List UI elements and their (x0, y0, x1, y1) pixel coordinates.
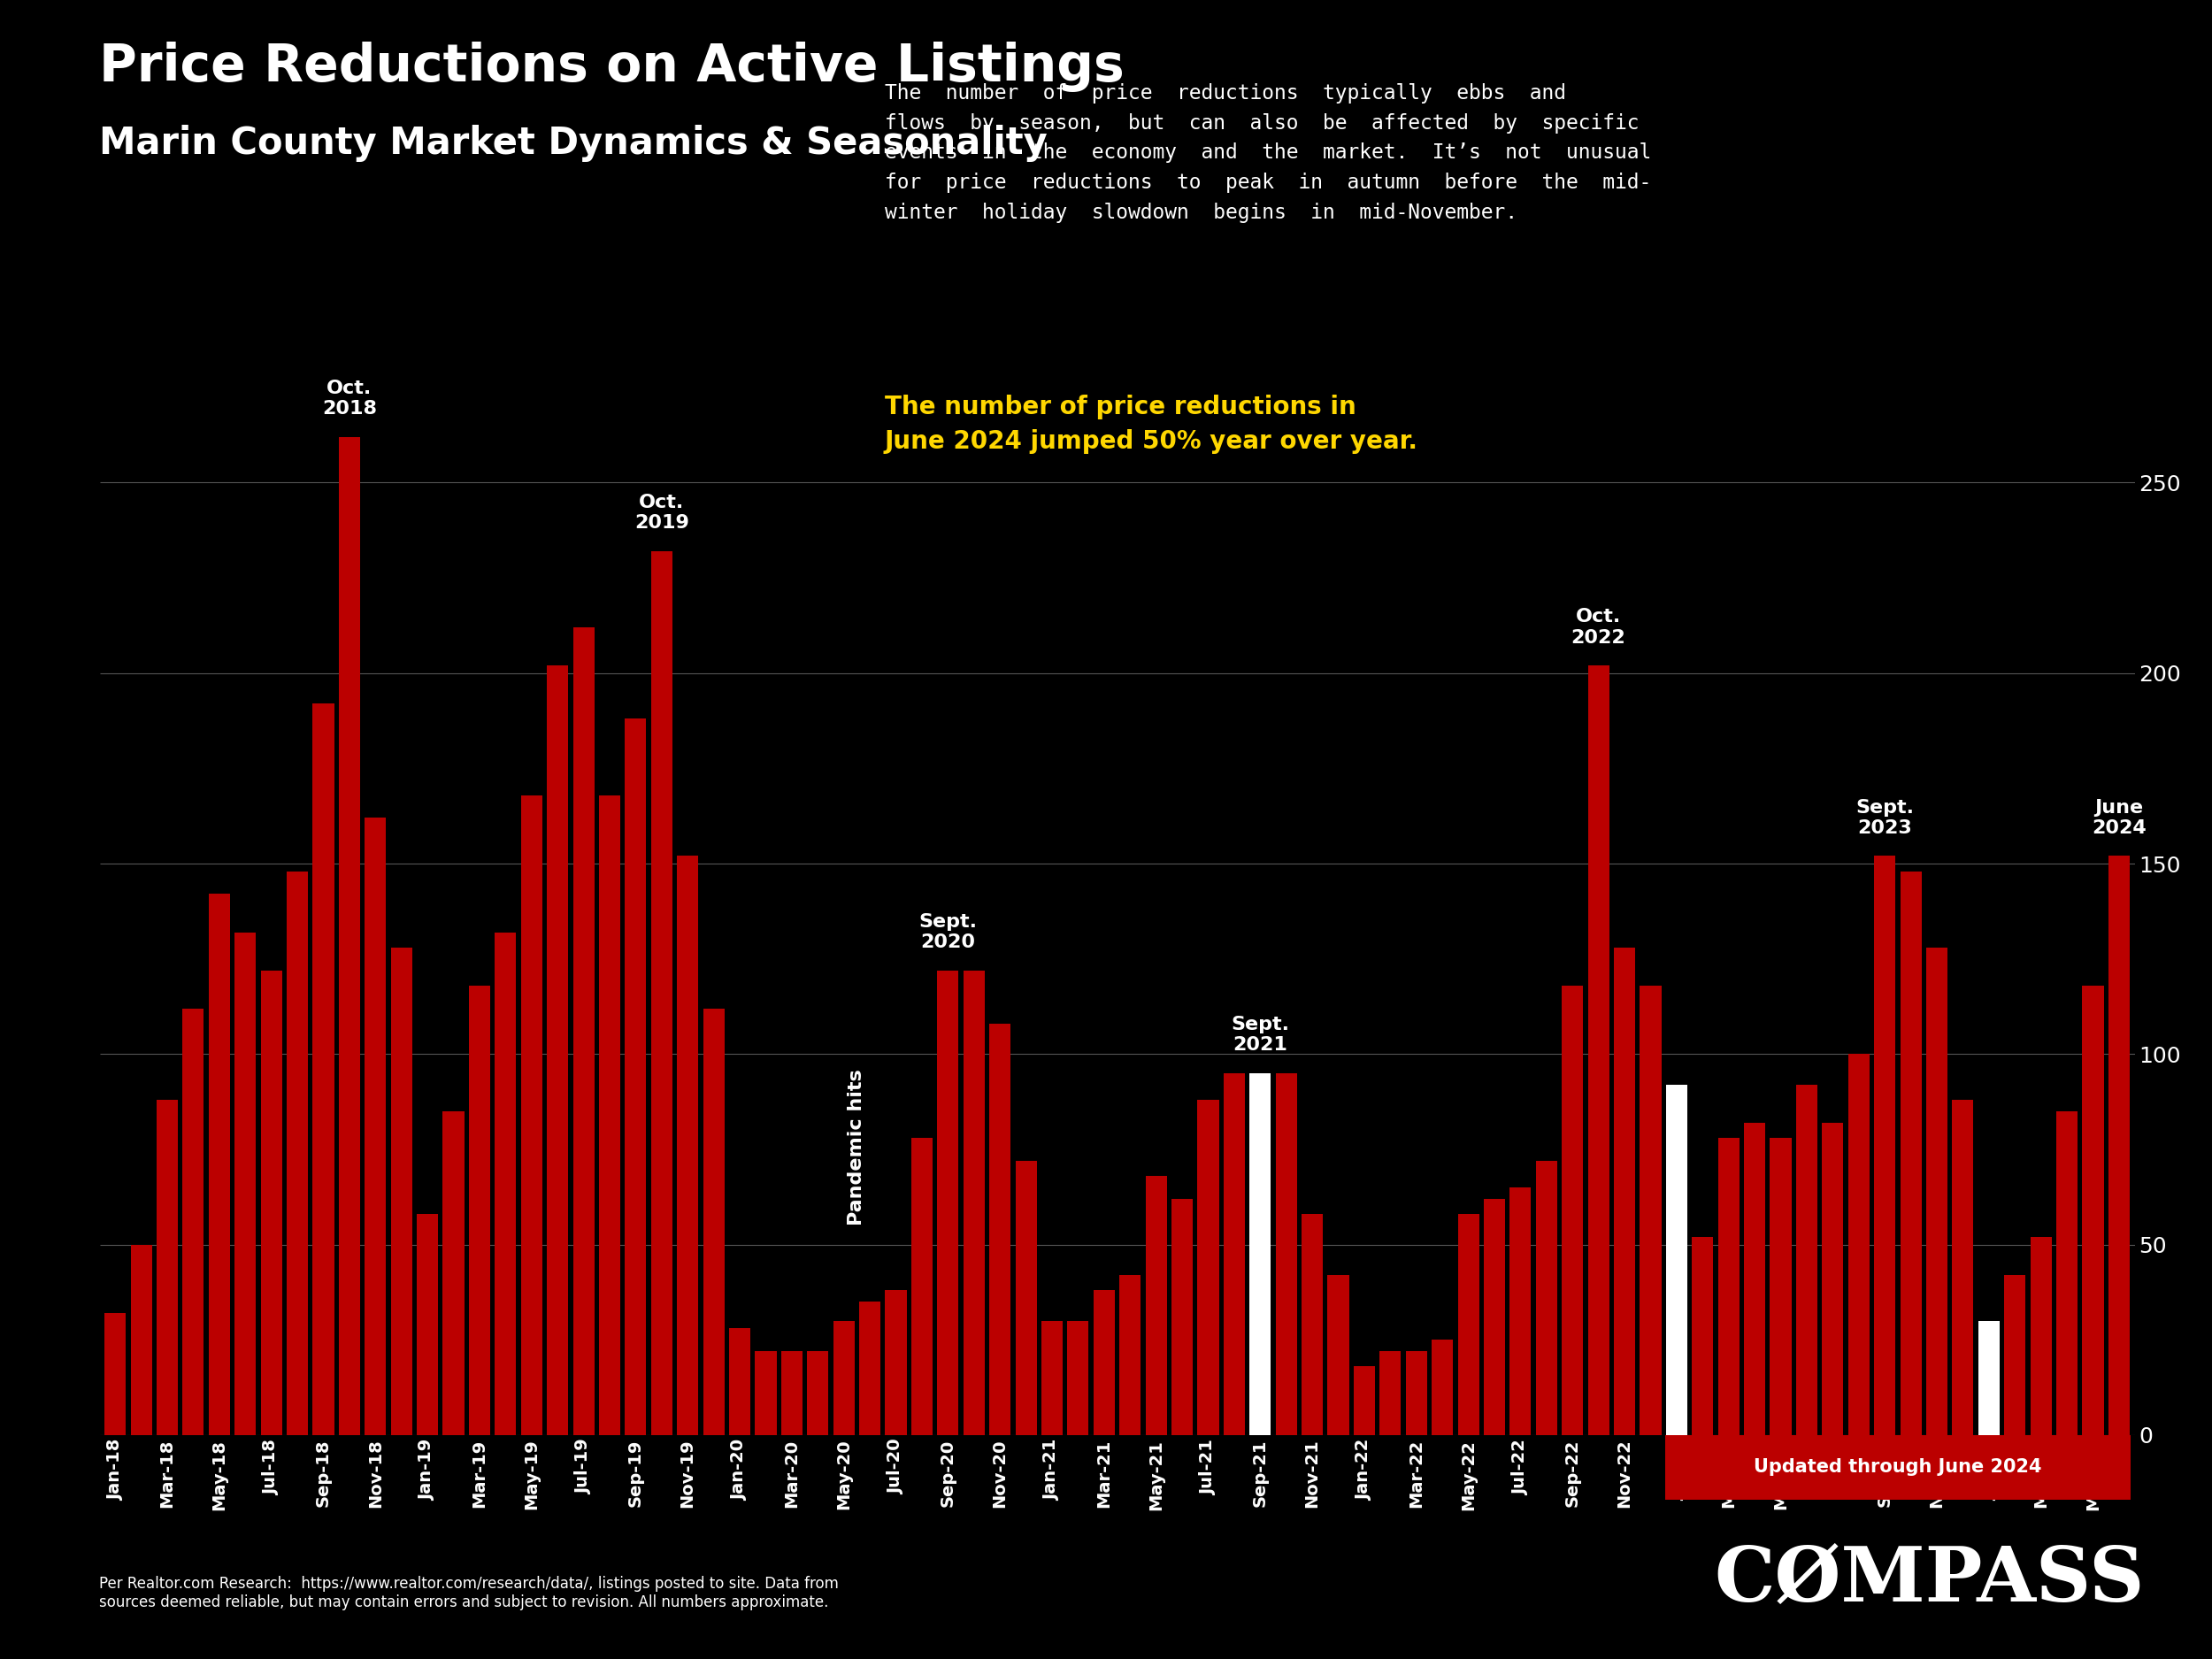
Bar (573, 627, 595, 1435)
Bar (1223, 1073, 1245, 1435)
Bar (938, 971, 958, 1435)
Bar (626, 718, 646, 1435)
Bar (754, 1350, 776, 1435)
Bar (416, 1214, 438, 1435)
Bar (1666, 1085, 1688, 1435)
Text: Sept.
2021: Sept. 2021 (1232, 1015, 1290, 1053)
Bar (131, 1244, 153, 1435)
Bar (1770, 1138, 1792, 1435)
Bar (962, 971, 984, 1435)
Bar (1847, 1053, 1869, 1435)
Bar (858, 1302, 880, 1435)
Bar (703, 1009, 723, 1435)
Bar (469, 985, 491, 1435)
Bar (1978, 1321, 2000, 1435)
Bar (261, 971, 281, 1435)
Bar (781, 1350, 803, 1435)
Bar (1327, 1276, 1349, 1435)
Bar (157, 1100, 177, 1435)
Text: Per Realtor.com Research:  https://www.realtor.com/research/data/, listings post: Per Realtor.com Research: https://www.re… (100, 1576, 838, 1611)
Text: Sept.
2020: Sept. 2020 (918, 912, 978, 951)
Bar (1093, 1291, 1115, 1435)
Bar (546, 665, 568, 1435)
Bar (1068, 1321, 1088, 1435)
Bar (1015, 1161, 1037, 1435)
Bar (392, 947, 411, 1435)
Bar (442, 1112, 465, 1435)
Bar (1796, 1085, 1818, 1435)
Text: Oct.
2019: Oct. 2019 (635, 494, 688, 533)
Bar (989, 1024, 1011, 1435)
Bar (599, 795, 619, 1435)
Bar (1823, 1123, 1843, 1435)
Bar (2057, 1112, 2077, 1435)
Bar (807, 1350, 830, 1435)
Text: Marin County Market Dynamics & Seasonality: Marin County Market Dynamics & Seasonali… (100, 124, 1048, 161)
Bar (2004, 1276, 2026, 1435)
Bar (104, 1314, 126, 1435)
Bar (1405, 1350, 1427, 1435)
Bar (1197, 1100, 1219, 1435)
Bar (1535, 1161, 1557, 1435)
Text: June
2024: June 2024 (2093, 798, 2146, 836)
Bar (1431, 1340, 1453, 1435)
Text: Pandemic hits: Pandemic hits (847, 1068, 865, 1226)
Bar (834, 1321, 854, 1435)
Bar (1301, 1214, 1323, 1435)
Text: CØMPASS: CØMPASS (1714, 1543, 2146, 1618)
Bar (1119, 1276, 1141, 1435)
Bar (1927, 947, 1947, 1435)
Bar (1743, 1123, 1765, 1435)
Bar (911, 1138, 933, 1435)
Bar (495, 932, 515, 1435)
Bar (730, 1329, 750, 1435)
Text: The  number  of  price  reductions  typically  ebbs  and
flows  by  season,  but: The number of price reductions typically… (885, 83, 1650, 222)
Bar (1874, 856, 1896, 1435)
Bar (1666, 1435, 2130, 1500)
Text: Oct.
2018: Oct. 2018 (323, 380, 376, 418)
Bar (520, 795, 542, 1435)
Bar (2108, 856, 2130, 1435)
Bar (650, 551, 672, 1435)
Text: Price Reductions on Active Listings: Price Reductions on Active Listings (100, 41, 1126, 91)
Bar (1615, 947, 1635, 1435)
Text: Updated through June 2024: Updated through June 2024 (1754, 1458, 2042, 1477)
Bar (208, 894, 230, 1435)
Bar (1562, 985, 1584, 1435)
Bar (365, 818, 387, 1435)
Bar (288, 871, 307, 1435)
Bar (234, 932, 257, 1435)
Bar (1380, 1350, 1400, 1435)
Bar (885, 1291, 907, 1435)
Bar (1146, 1176, 1166, 1435)
Bar (1354, 1367, 1376, 1435)
Bar (338, 436, 361, 1435)
Bar (184, 1009, 204, 1435)
Bar (1250, 1073, 1272, 1435)
Bar (1458, 1214, 1480, 1435)
Bar (1900, 871, 1922, 1435)
Bar (2031, 1238, 2051, 1435)
Bar (1692, 1238, 1714, 1435)
Bar (1639, 985, 1661, 1435)
Bar (1042, 1321, 1062, 1435)
Bar (1172, 1199, 1192, 1435)
Bar (1588, 665, 1608, 1435)
Text: Sept.
2023: Sept. 2023 (1856, 798, 1913, 836)
Text: Oct.
2022: Oct. 2022 (1571, 609, 1626, 647)
Bar (1511, 1188, 1531, 1435)
Bar (1484, 1199, 1504, 1435)
Bar (1953, 1100, 1973, 1435)
Text: The number of price reductions in
June 2024 jumped 50% year over year.: The number of price reductions in June 2… (885, 395, 1418, 455)
Bar (677, 856, 699, 1435)
Bar (1719, 1138, 1739, 1435)
Bar (312, 703, 334, 1435)
Bar (2081, 985, 2104, 1435)
Bar (1276, 1073, 1296, 1435)
